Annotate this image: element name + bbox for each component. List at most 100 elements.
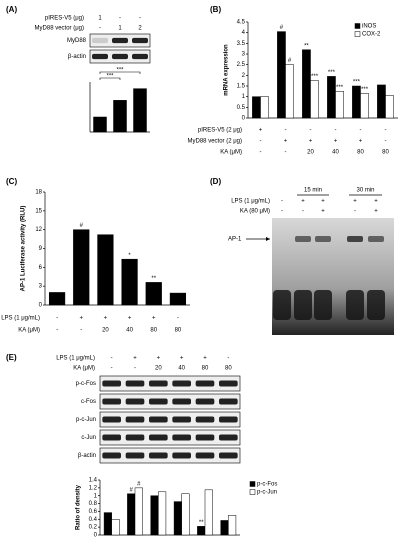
condition-value: + xyxy=(157,356,161,362)
y-tick-label: 0 xyxy=(94,533,98,539)
bar xyxy=(93,116,107,133)
blot-label: p-c-Fos xyxy=(76,381,96,387)
condition-value: - xyxy=(281,209,283,215)
bracket xyxy=(99,77,121,80)
legend-swatch xyxy=(249,481,256,487)
condition-value: 40 xyxy=(332,150,339,156)
y-tick-label: 12 xyxy=(35,227,42,233)
blot-band xyxy=(149,452,168,459)
bar xyxy=(158,491,167,536)
bar xyxy=(260,96,269,119)
y-tick-label: 2.5 xyxy=(237,62,246,68)
condition-value: - xyxy=(285,150,287,156)
condition-value: - xyxy=(227,356,229,362)
condition-value: 1 xyxy=(118,26,122,32)
blot-band xyxy=(125,380,145,387)
blot-band xyxy=(219,434,238,441)
condition-value: - xyxy=(111,366,113,372)
y-tick-label: 3 xyxy=(242,52,246,58)
blot-band xyxy=(195,380,215,387)
bar xyxy=(113,100,127,133)
panel-label: (C) xyxy=(6,177,17,186)
blot-band xyxy=(195,434,215,441)
legend-swatch xyxy=(354,23,361,29)
condition-value: 80 xyxy=(202,366,209,372)
bar xyxy=(103,512,112,536)
condition-value: + xyxy=(133,356,137,362)
condition-value: + xyxy=(353,199,357,205)
condition-label: LPS (1 μg/mL) xyxy=(231,199,270,205)
bar xyxy=(111,519,120,536)
free-probe xyxy=(273,290,291,320)
blot-label: MyD88 xyxy=(67,38,87,44)
blot-band xyxy=(172,416,191,423)
blot-band xyxy=(195,452,215,459)
annotation: ** xyxy=(151,276,156,282)
blot-band xyxy=(102,452,121,459)
bar xyxy=(385,95,394,119)
condition-value: - xyxy=(285,128,287,134)
blot-band xyxy=(172,452,191,459)
y-axis-label: Ratio of density xyxy=(76,484,82,530)
condition-value: - xyxy=(119,16,121,22)
bar xyxy=(285,64,294,119)
bar xyxy=(310,80,319,119)
bar xyxy=(181,493,190,536)
y-tick-label: 1.2 xyxy=(89,485,98,491)
bar xyxy=(302,49,311,119)
bar xyxy=(169,292,187,306)
bar xyxy=(133,88,147,133)
y-tick-label: 9 xyxy=(39,246,43,252)
condition-label: KA (μM) xyxy=(73,366,95,372)
bar xyxy=(150,495,159,536)
bracket xyxy=(99,71,141,74)
blot-band xyxy=(195,398,215,405)
free-probe xyxy=(314,290,332,320)
annotation: # xyxy=(137,481,141,487)
y-tick-label: 18 xyxy=(35,190,42,196)
condition-value: - xyxy=(177,316,179,322)
panel-label: (D) xyxy=(210,177,221,186)
blot-band xyxy=(125,398,145,405)
time-label: 15 min xyxy=(304,188,322,194)
y-tick-label: 0.2 xyxy=(89,525,98,531)
condition-value: 80 xyxy=(357,150,364,156)
condition-value: 2 xyxy=(138,26,142,32)
condition-value: + xyxy=(321,209,325,215)
blot xyxy=(99,393,241,410)
blot-band xyxy=(172,434,191,441)
blot-band xyxy=(149,380,168,387)
bar xyxy=(134,487,143,536)
bar xyxy=(97,234,114,306)
panel-label: (B) xyxy=(210,5,221,14)
condition-label: KA (80 μM) xyxy=(240,209,270,215)
blot-band xyxy=(149,416,168,423)
condition-value: - xyxy=(354,209,356,215)
y-tick-label: 1.4 xyxy=(89,478,98,484)
blot-band xyxy=(102,434,121,441)
bar xyxy=(228,515,237,536)
blot-band xyxy=(219,452,238,459)
annotation: # xyxy=(80,223,84,229)
blot-band xyxy=(102,416,121,423)
condition-value: - xyxy=(260,139,262,145)
bar xyxy=(121,258,138,306)
blot-band xyxy=(132,53,148,60)
blot-label: β-actin xyxy=(78,453,96,459)
y-tick-label: 15 xyxy=(35,208,42,214)
legend-label: p-c-Jun xyxy=(257,490,277,496)
condition-value: 80 xyxy=(225,366,232,372)
y-tick-label: 0.8 xyxy=(89,501,98,507)
condition-value: 20 xyxy=(155,366,162,372)
condition-value: 80 xyxy=(382,150,389,156)
bar xyxy=(204,489,213,536)
gel-band xyxy=(315,236,331,242)
blot-label: β-actin xyxy=(68,54,86,60)
y-tick-label: 4.5 xyxy=(237,20,246,26)
time-label: 30 min xyxy=(356,188,374,194)
annotation: # xyxy=(280,25,284,31)
annotation: # xyxy=(288,58,292,64)
y-axis-label: AP-1 Luciferase activity (RLU) xyxy=(21,206,27,292)
bar xyxy=(48,292,66,306)
y-tick-label: 2 xyxy=(242,73,246,79)
